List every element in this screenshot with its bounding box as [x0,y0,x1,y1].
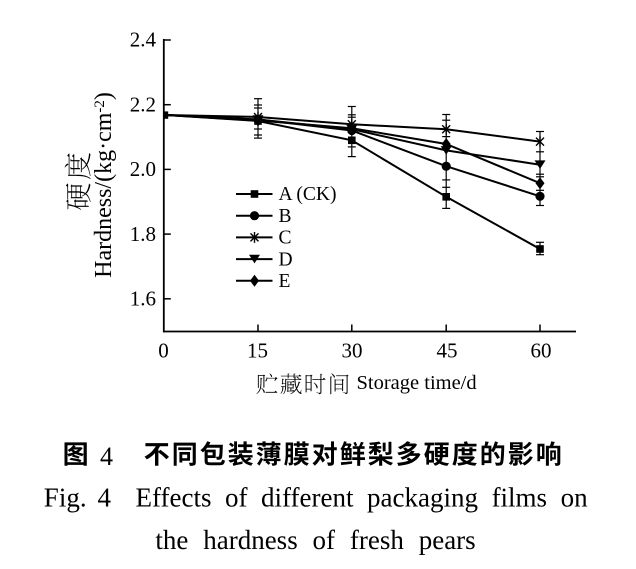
svg-text:C: C [279,228,292,249]
svg-text:4: 4 [100,442,113,471]
svg-text:1.6: 1.6 [130,287,156,311]
svg-text:D: D [279,249,293,270]
svg-text:60: 60 [531,339,552,363]
svg-text:2.4: 2.4 [130,28,157,52]
svg-text:2.2: 2.2 [130,92,156,116]
svg-text:Effects of different packaging: Effects of different packaging films on [136,483,589,513]
svg-text:45: 45 [437,339,458,363]
svg-text:0: 0 [158,339,169,363]
svg-text:1.8: 1.8 [130,222,156,246]
svg-text:E: E [279,271,291,292]
svg-text:A (CK): A (CK) [279,184,337,205]
svg-text:B: B [279,206,292,227]
svg-text:4: 4 [98,483,112,513]
svg-text:30: 30 [342,339,363,363]
svg-text:15: 15 [247,339,268,363]
svg-text:the hardness of fresh pears: the hardness of fresh pears [155,525,475,555]
svg-text:Hardness/(kg·cm-2): Hardness/(kg·cm-2) [91,92,117,278]
svg-text:Fig.: Fig. [44,483,87,513]
svg-text:Storage time/d: Storage time/d [357,372,477,394]
svg-text:2.0: 2.0 [130,157,156,181]
